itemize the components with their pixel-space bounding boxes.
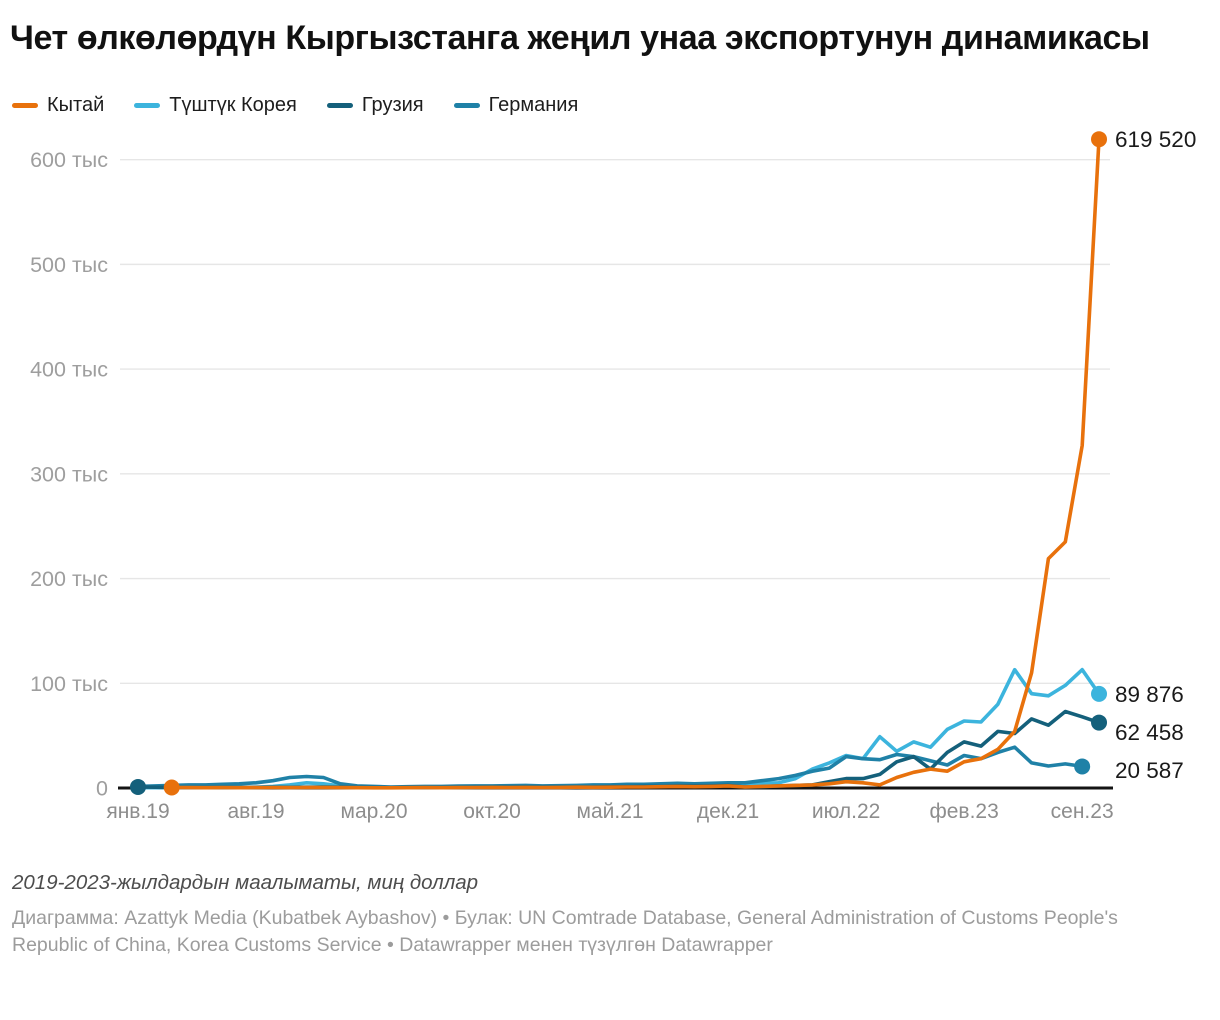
start-dot-Кытай xyxy=(163,779,180,796)
series-line-Германия xyxy=(136,745,1084,789)
chart-card: Чет өлкөлөрдүн Кыргызстанга жеңил унаа э… xyxy=(10,19,1210,956)
y-tick-label-200: 200 тыс xyxy=(30,567,108,591)
y-tick-label-0: 0 xyxy=(96,777,108,801)
y-tick-label-400: 400 тыс xyxy=(30,358,108,382)
end-dot-Түштүк Корея xyxy=(1091,685,1108,702)
y-tick-label-100: 100 тыс xyxy=(30,672,108,696)
y-tick-label-300: 300 тыс xyxy=(30,462,108,486)
legend-label-germany: Германия xyxy=(488,93,579,116)
legend-label-georgia: Грузия xyxy=(361,93,424,116)
series-line-Грузия xyxy=(136,709,1101,790)
end-value-label-Түштүк Корея: 89 876 xyxy=(1115,682,1184,707)
chart-svg: 0 100 тыс 200 тыс 300 тыс 400 тыс 500 тыс 600 … xyxy=(30,127,1196,823)
chart-note: 2019-2023-жылдардын маалыматы, миң долла… xyxy=(12,871,479,894)
end-value-label-Германия: 20 587 xyxy=(1115,758,1184,783)
end-dot-Германия xyxy=(1074,758,1091,775)
legend-item-korea: Түштүк Корея xyxy=(134,94,297,117)
end-value-label-Грузия: 62 458 xyxy=(1115,720,1184,745)
end-dot-Грузия xyxy=(1091,714,1108,731)
legend-item-germany: Германия xyxy=(453,93,579,117)
legend-swatch-germany xyxy=(453,102,480,108)
x-tick-label-окт.20: окт.20 xyxy=(463,800,521,823)
line-chart: 0 100 тыс 200 тыс 300 тыс 400 тыс 500 тыс 600 … xyxy=(10,124,1210,857)
x-tick-label-авг.19: авг.19 xyxy=(227,800,284,823)
start-dot-Грузия xyxy=(130,778,146,795)
legend-item-china: Кытай xyxy=(12,94,104,117)
series-line-Түштүк Корея xyxy=(136,667,1101,790)
legend-label-china: Кытай xyxy=(47,93,105,116)
page-title: Чет өлкөлөрдүн Кыргызстанга жеңил унаа э… xyxy=(10,19,1150,57)
x-tick-label-янв.19: янв.19 xyxy=(106,800,169,823)
x-tick-label-май.21: май.21 xyxy=(577,800,644,823)
end-dot-Кытай xyxy=(1091,131,1108,148)
end-value-label-Кытай: 619 520 xyxy=(1115,127,1196,152)
x-tick-label-мар.20: мар.20 xyxy=(341,800,408,823)
x-tick-label-сен.23: сен.23 xyxy=(1051,800,1114,823)
x-tick-label-июл.22: июл.22 xyxy=(812,800,880,823)
legend-item-georgia: Грузия xyxy=(326,93,424,117)
legend-label-korea: Түштүк Корея xyxy=(169,93,297,116)
x-tick-label-фев.23: фев.23 xyxy=(929,800,998,823)
y-tick-label-500: 500 тыс xyxy=(30,253,108,277)
legend-swatch-georgia xyxy=(326,102,353,108)
legend: Кытай Түштүк Корея Грузия Германия xyxy=(12,92,1210,118)
chart-byline: Диаграмма: Azattyk Media (Kubatbek Aybas… xyxy=(12,907,1118,956)
x-tick-label-дек.21: дек.21 xyxy=(697,800,759,823)
y-tick-label-600: 600 тыс xyxy=(30,148,108,172)
legend-swatch-korea xyxy=(134,102,161,108)
series-line-Кытай xyxy=(169,137,1101,790)
legend-swatch-china xyxy=(12,102,38,108)
